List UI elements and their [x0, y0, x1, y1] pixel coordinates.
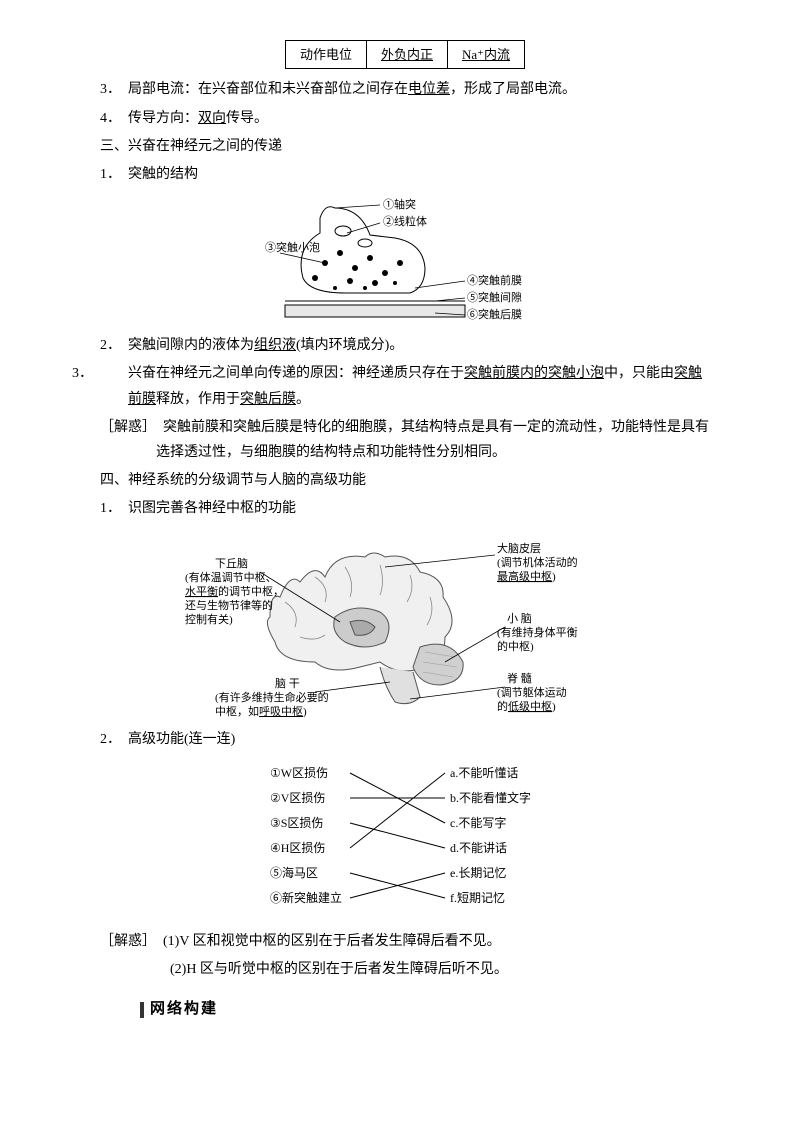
- item-4-2: 2．高级功能(连一连): [100, 727, 710, 752]
- section-bar-icon: [140, 1002, 144, 1018]
- brain-label: 水平衡的调节中枢，: [185, 584, 284, 598]
- section-title: 网络构建: [150, 996, 218, 1023]
- brain-label: 脑 干: [275, 677, 300, 690]
- item-3: 3．局部电流：在兴奋部位和未兴奋部位之间存在电位差，形成了局部电流。: [100, 77, 710, 102]
- brain-label: (有体温调节中枢、: [185, 570, 277, 584]
- synapse-label: ④突触前膜: [467, 273, 522, 287]
- item-4-1: 1．识图完善各神经中枢的功能: [100, 496, 710, 521]
- item-3-3: 3．兴奋在神经元之间单向传递的原因：神经递质只存在于突触前膜内的突触小泡中，只能…: [100, 361, 710, 411]
- brain-label: (调节躯体运动: [497, 685, 567, 699]
- item-3-1: 1．突触的结构: [100, 162, 710, 187]
- match-left-item: ①W区损伤: [270, 766, 328, 780]
- table-cell: 外负内正: [366, 41, 447, 69]
- brain-label: 小 脑: [507, 612, 532, 625]
- synapse-label: ①轴突: [383, 197, 416, 211]
- brain-label: 最高级中枢): [497, 569, 556, 583]
- explanation-2: ［解惑］ (1)V 区和视觉中枢的区别在于后者发生障碍后看不见。: [100, 929, 710, 954]
- brain-label: 控制有关): [185, 612, 233, 626]
- table-cell: 动作电位: [285, 41, 366, 69]
- match-edge: [350, 773, 445, 848]
- brain-label: 中枢，如呼吸中枢): [215, 704, 307, 717]
- synapse-label: ②线粒体: [383, 214, 427, 228]
- heading-4: 四、神经系统的分级调节与人脑的高级功能: [100, 468, 710, 493]
- brain-diagram: 下丘脑 (有体温调节中枢、 水平衡的调节中枢， 还与生物节律等的 控制有关) 大…: [185, 527, 625, 717]
- synapse-diagram: ①轴突 ②线粒体 ③突触小泡 ④突触前膜 ⑤突触间隙 ⑥突触后膜: [265, 193, 545, 323]
- explanation-1: ［解惑］ 突触前膜和突触后膜是特化的细胞膜，其结构特点是具有一定的流动性，功能特…: [100, 415, 710, 465]
- brain-label: (调节机体活动的: [497, 555, 578, 569]
- synapse-label: ⑤突触间隙: [467, 290, 522, 304]
- matching-diagram: ①W区损伤 ②V区损伤 ③S区损伤 ④H区损伤 ⑤海马区 ⑥新突触建立 a.不能听懂话 b.不…: [260, 759, 550, 919]
- match-right-item: f.短期记忆: [450, 891, 505, 905]
- section-header: 网络构建: [140, 996, 710, 1023]
- synapse-label: ⑥突触后膜: [467, 307, 522, 321]
- match-right-item: e.长期记忆: [450, 866, 506, 880]
- brain-label: 大脑皮层: [497, 541, 541, 555]
- brain-label: (有维持身体平衡: [497, 625, 578, 639]
- match-right-item: c.不能写字: [450, 815, 506, 830]
- match-right-item: b.不能看懂文字: [450, 790, 531, 805]
- brain-label: 下丘脑: [215, 557, 248, 570]
- brain-label: (有许多维持生命必要的: [215, 690, 329, 704]
- table-cell: Na⁺内流: [448, 41, 525, 69]
- item-3-2: 2．突触间隙内的液体为组织液(填内环境成分)。: [100, 333, 710, 358]
- match-left-item: ④H区损伤: [270, 841, 325, 855]
- item-4: 4．传导方向：双向传导。: [100, 106, 710, 131]
- match-left-item: ⑥新突触建立: [270, 890, 342, 905]
- brain-label: 脊 髓: [507, 671, 532, 685]
- brain-label: 还与生物节律等的: [185, 598, 273, 612]
- brain-label: 的低级中枢): [497, 699, 556, 713]
- match-right-item: a.不能听懂话: [450, 766, 518, 780]
- explanation-2b: (2)H 区与听觉中枢的区别在于后者发生障碍后听不见。: [170, 957, 710, 982]
- match-left-item: ③S区损伤: [270, 816, 323, 830]
- match-left-item: ②V区损伤: [270, 791, 325, 805]
- match-right-item: d.不能讲话: [450, 840, 507, 855]
- potential-table: 动作电位 外负内正 Na⁺内流: [100, 40, 710, 69]
- heading-3: 三、兴奋在神经元之间的传递: [100, 134, 710, 159]
- match-edge: [350, 823, 445, 848]
- match-left-item: ⑤海马区: [270, 865, 318, 880]
- brain-label: 的中枢): [497, 639, 534, 653]
- synapse-label: ③突触小泡: [265, 240, 320, 254]
